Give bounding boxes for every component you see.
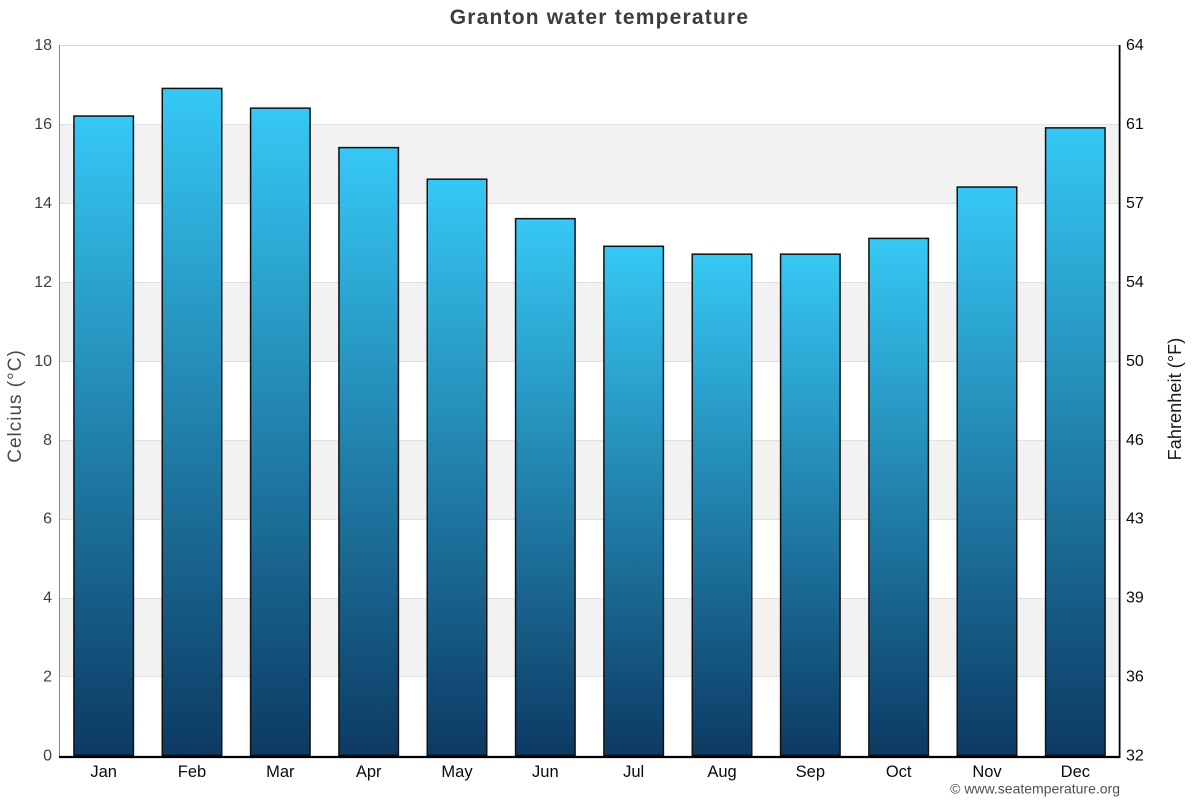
svg-text:46: 46 bbox=[1126, 432, 1144, 449]
svg-text:Mar: Mar bbox=[266, 763, 295, 781]
svg-text:2: 2 bbox=[43, 669, 52, 686]
svg-text:Celcius (°C): Celcius (°C) bbox=[5, 349, 26, 463]
svg-text:10: 10 bbox=[34, 353, 52, 370]
svg-text:61: 61 bbox=[1126, 116, 1144, 133]
svg-text:Feb: Feb bbox=[178, 763, 206, 781]
svg-text:43: 43 bbox=[1126, 511, 1144, 528]
svg-text:Apr: Apr bbox=[356, 763, 382, 781]
svg-text:Aug: Aug bbox=[707, 763, 736, 781]
svg-text:16: 16 bbox=[34, 116, 52, 133]
svg-text:Jun: Jun bbox=[532, 763, 559, 781]
svg-text:Granton water temperature: Granton water temperature bbox=[450, 6, 750, 29]
svg-text:54: 54 bbox=[1126, 274, 1144, 291]
svg-text:64: 64 bbox=[1126, 37, 1144, 54]
svg-text:8: 8 bbox=[43, 432, 52, 449]
svg-text:39: 39 bbox=[1126, 590, 1144, 607]
svg-text:12: 12 bbox=[34, 274, 52, 291]
svg-text:Dec: Dec bbox=[1061, 763, 1090, 781]
svg-text:Jan: Jan bbox=[90, 763, 117, 781]
svg-text:Nov: Nov bbox=[972, 763, 1002, 781]
svg-text:14: 14 bbox=[34, 195, 52, 212]
svg-text:May: May bbox=[441, 763, 473, 781]
svg-text:Sep: Sep bbox=[796, 763, 825, 781]
svg-text:32: 32 bbox=[1126, 748, 1144, 765]
svg-text:Jul: Jul bbox=[623, 763, 644, 781]
svg-text:4: 4 bbox=[43, 590, 52, 607]
svg-text:0: 0 bbox=[43, 748, 52, 765]
svg-text:Fahrenheit (°F): Fahrenheit (°F) bbox=[1165, 338, 1185, 461]
svg-text:36: 36 bbox=[1126, 669, 1144, 686]
svg-text:50: 50 bbox=[1126, 353, 1144, 370]
svg-text:© www.seatemperature.org: © www.seatemperature.org bbox=[950, 781, 1120, 797]
svg-text:Oct: Oct bbox=[886, 763, 912, 781]
svg-text:6: 6 bbox=[43, 511, 52, 528]
svg-text:18: 18 bbox=[34, 37, 52, 54]
svg-text:57: 57 bbox=[1126, 195, 1144, 212]
